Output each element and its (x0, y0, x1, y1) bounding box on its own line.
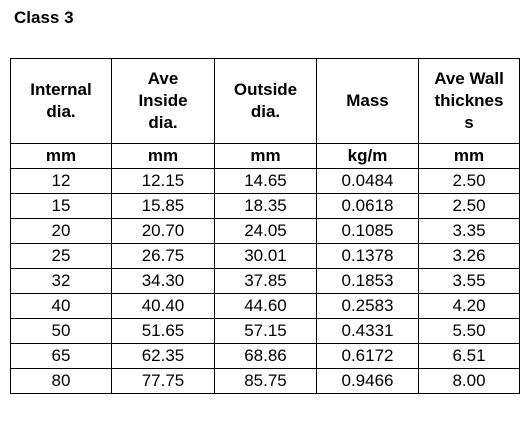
table-cell: 51.65 (111, 318, 215, 344)
table-cell: 0.1085 (316, 218, 419, 244)
unit-cell: mm (10, 143, 112, 169)
pipe-dimensions-table: Internal dia. Ave Inside dia. Outside di… (10, 58, 520, 394)
table-row: 40 40.40 44.60 0.2583 4.20 (10, 293, 520, 319)
table-row: 20 20.70 24.05 0.1085 3.35 (10, 218, 520, 244)
table-cell: 40.40 (111, 293, 215, 319)
header-ave-inside-dia: Ave Inside dia. (111, 58, 215, 144)
header-line: thicknes (434, 91, 504, 110)
table-cell: 3.35 (418, 218, 520, 244)
header-line: dia. (148, 113, 178, 132)
header-line: Inside (138, 91, 188, 110)
table-cell: 68.86 (214, 343, 317, 369)
header-outside-dia: Outside dia. (214, 58, 317, 144)
header-line: dia. (46, 102, 76, 121)
header-ave-wall-thickness: Ave Wall thicknes s (418, 58, 520, 144)
table-cell: 8.00 (418, 368, 520, 394)
table-cell: 77.75 (111, 368, 215, 394)
table-row: 50 51.65 57.15 0.4331 5.50 (10, 318, 520, 344)
header-line: Internal (30, 80, 92, 99)
table-cell: 20 (10, 218, 112, 244)
header-line: Mass (346, 91, 389, 110)
table-cell: 26.75 (111, 243, 215, 269)
table-row: 25 26.75 30.01 0.1378 3.26 (10, 243, 520, 269)
table-cell: 44.60 (214, 293, 317, 319)
unit-cell: mm (111, 143, 215, 169)
table-cell: 80 (10, 368, 112, 394)
header-line: Ave Wall (434, 69, 504, 88)
table-cell: 5.50 (418, 318, 520, 344)
header-internal-dia: Internal dia. (10, 58, 112, 144)
table-cell: 0.6172 (316, 343, 419, 369)
table-cell: 34.30 (111, 268, 215, 294)
table-title: Class 3 (14, 8, 74, 27)
table-row: 65 62.35 68.86 0.6172 6.51 (10, 343, 520, 369)
header-line: dia. (250, 102, 281, 121)
table-body: Internal dia. Ave Inside dia. Outside di… (10, 58, 520, 394)
table-cell: 0.0484 (316, 168, 419, 194)
table-cell: 30.01 (214, 243, 317, 269)
table-cell: 0.2583 (316, 293, 419, 319)
table-cell: 2.50 (418, 193, 520, 219)
table-cell: 85.75 (214, 368, 317, 394)
header-line: s (464, 113, 474, 132)
table-cell: 3.55 (418, 268, 520, 294)
table-cell: 12.15 (111, 168, 215, 194)
table-cell: 15 (10, 193, 112, 219)
table-row: 32 34.30 37.85 0.1853 3.55 (10, 268, 520, 294)
table-cell: 2.50 (418, 168, 520, 194)
header-row: Internal dia. Ave Inside dia. Outside di… (10, 58, 520, 144)
table-row: 80 77.75 85.75 0.9466 8.00 (10, 368, 520, 394)
table-cell: 0.4331 (316, 318, 419, 344)
table-cell: 24.05 (214, 218, 317, 244)
units-row: mm mm mm kg/m mm (10, 143, 520, 169)
table-cell: 40 (10, 293, 112, 319)
table-cell: 25 (10, 243, 112, 269)
table-cell: 37.85 (214, 268, 317, 294)
table-cell: 32 (10, 268, 112, 294)
table-cell: 6.51 (418, 343, 520, 369)
table-cell: 0.1853 (316, 268, 419, 294)
table-cell: 3.26 (418, 243, 520, 269)
table-cell: 12 (10, 168, 112, 194)
table-row: 15 15.85 18.35 0.0618 2.50 (10, 193, 520, 219)
table-cell: 15.85 (111, 193, 215, 219)
table-cell: 20.70 (111, 218, 215, 244)
table-cell: 0.0618 (316, 193, 419, 219)
table-cell: 0.1378 (316, 243, 419, 269)
table-row: 12 12.15 14.65 0.0484 2.50 (10, 168, 520, 194)
table-cell: 4.20 (418, 293, 520, 319)
header-line: Outside (233, 80, 298, 99)
table-cell: 62.35 (111, 343, 215, 369)
table-cell: 18.35 (214, 193, 317, 219)
header-line: Ave (147, 69, 179, 88)
unit-cell: kg/m (316, 143, 419, 169)
table-cell: 57.15 (214, 318, 317, 344)
table-cell: 65 (10, 343, 112, 369)
table-cell: 0.9466 (316, 368, 419, 394)
unit-cell: mm (418, 143, 520, 169)
table-cell: 50 (10, 318, 112, 344)
table-cell: 14.65 (214, 168, 317, 194)
header-mass: Mass (316, 58, 419, 144)
unit-cell: mm (214, 143, 317, 169)
